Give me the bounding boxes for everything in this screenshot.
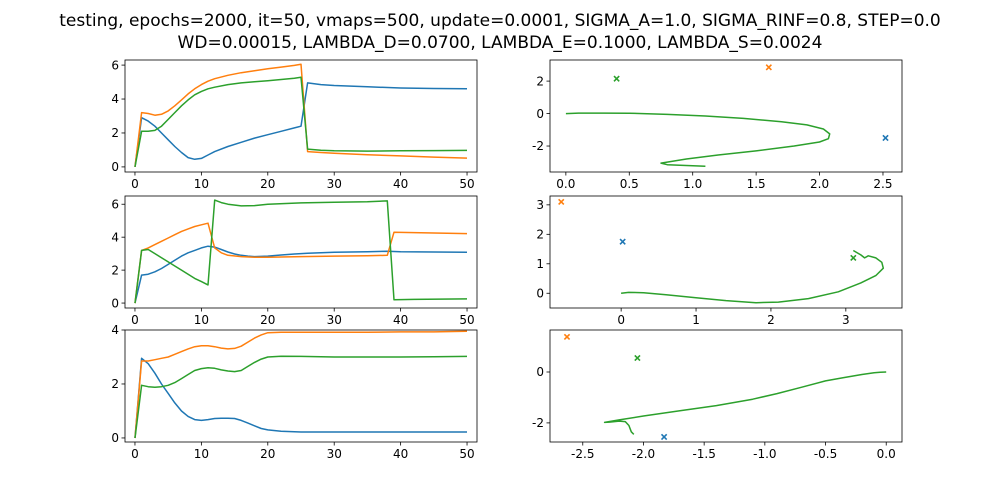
series-line-blue bbox=[134, 82, 468, 167]
figure-title-line1: testing, epochs=2000, it=50, vmaps=500, … bbox=[59, 11, 941, 31]
marker-blue bbox=[619, 238, 626, 245]
axes-frame bbox=[549, 59, 903, 173]
y-tick-label: 6 bbox=[111, 197, 119, 211]
x-tick-label: 30 bbox=[327, 313, 342, 327]
x-tick-label: 40 bbox=[393, 447, 408, 461]
x-tick-label: -1.0 bbox=[753, 447, 776, 461]
series-line-green bbox=[134, 355, 468, 439]
marker-blue bbox=[660, 433, 668, 441]
marker-orange bbox=[558, 198, 565, 206]
x-tick-label: 0.0 bbox=[556, 177, 575, 191]
y-tick-label: 1 bbox=[536, 257, 544, 271]
x-tick-label: -0.5 bbox=[814, 447, 837, 461]
y-tick-label: 0 bbox=[536, 365, 544, 379]
x-tick-label: 10 bbox=[194, 177, 209, 191]
x-tick-label: 0 bbox=[131, 177, 139, 191]
x-tick-label: 0 bbox=[617, 313, 625, 327]
marker-green bbox=[850, 254, 857, 262]
marker-green bbox=[613, 75, 620, 82]
x-tick-label: 0.0 bbox=[877, 447, 896, 461]
axes-frame bbox=[549, 195, 903, 309]
y-tick-label: 2 bbox=[111, 263, 119, 277]
x-tick-label: 40 bbox=[393, 313, 408, 327]
marker-orange bbox=[765, 64, 772, 71]
axes-frame bbox=[549, 329, 903, 443]
x-tick-label: 0 bbox=[131, 447, 139, 461]
x-tick-label: 30 bbox=[327, 447, 342, 461]
y-tick-label: 0 bbox=[111, 160, 119, 174]
y-tick-label: 0 bbox=[536, 107, 544, 121]
x-tick-label: 2.0 bbox=[810, 177, 829, 191]
subplot-2: 0.0 0.5 1.0 1.5 2.0 2.5 -2 0 2 bbox=[532, 59, 903, 191]
marker-blue bbox=[882, 134, 889, 142]
series-line-green bbox=[603, 371, 887, 435]
x-tick-label: 1.0 bbox=[683, 177, 702, 191]
y-tick-label: 0 bbox=[536, 286, 544, 300]
axes-frame bbox=[124, 329, 478, 443]
x-tick-label: -2.0 bbox=[632, 447, 655, 461]
subplot-1: 0 10 20 30 40 50 0 2 4 6 bbox=[111, 58, 478, 191]
y-tick-label: -2 bbox=[532, 139, 544, 153]
x-tick-label: 20 bbox=[260, 313, 275, 327]
y-tick-label: 2 bbox=[536, 228, 544, 242]
x-tick-label: 30 bbox=[327, 177, 342, 191]
x-tick-label: 50 bbox=[459, 177, 474, 191]
y-tick-label: 2 bbox=[111, 126, 119, 140]
x-tick-label: -2.5 bbox=[571, 447, 594, 461]
series-line-blue bbox=[134, 245, 468, 304]
y-tick-label: 2 bbox=[536, 74, 544, 88]
x-tick-label: 20 bbox=[260, 447, 275, 461]
marker-green bbox=[634, 354, 641, 362]
y-tick-label: 2 bbox=[111, 377, 119, 391]
y-tick-label: 4 bbox=[111, 230, 119, 244]
y-tick-label: 6 bbox=[111, 58, 119, 72]
y-tick-label: 4 bbox=[111, 92, 119, 106]
y-tick-label: 3 bbox=[536, 198, 544, 212]
series-line-orange bbox=[134, 63, 468, 167]
y-tick-label: 0 bbox=[111, 296, 119, 310]
y-tick-label: -2 bbox=[532, 416, 544, 430]
x-tick-label: 2 bbox=[767, 313, 775, 327]
x-tick-label: 10 bbox=[194, 447, 209, 461]
y-tick-label: 4 bbox=[111, 323, 119, 337]
series-line-green bbox=[621, 249, 885, 304]
axes-frame bbox=[124, 195, 478, 309]
series-line-orange bbox=[134, 222, 468, 304]
x-tick-label: 0 bbox=[131, 313, 139, 327]
subplot-3: 0 10 20 30 40 50 0 2 4 6 bbox=[111, 195, 478, 327]
x-tick-label: 1.5 bbox=[747, 177, 766, 191]
series-line-green bbox=[565, 112, 831, 168]
x-tick-label: 50 bbox=[459, 447, 474, 461]
series-line-green bbox=[134, 76, 468, 168]
x-tick-label: 20 bbox=[260, 177, 275, 191]
x-tick-label: 50 bbox=[459, 313, 474, 327]
marker-orange bbox=[563, 333, 571, 341]
axes-frame bbox=[124, 59, 478, 173]
subplot-5: 0 10 20 30 40 50 0 2 4 bbox=[111, 323, 478, 461]
x-tick-label: 40 bbox=[393, 177, 408, 191]
figure-title-line2: WD=0.00015, LAMBDA_D=0.0700, LAMBDA_E=0.… bbox=[178, 33, 823, 53]
x-tick-label: 2.5 bbox=[873, 177, 892, 191]
subplot-6: -2.5 -2.0 -1.5 -1.0 -0.5 0.0 -2 0 bbox=[532, 329, 903, 461]
subplot-4: 0 1 2 3 0 1 2 3 bbox=[536, 195, 903, 327]
x-tick-label: 1 bbox=[692, 313, 700, 327]
y-tick-label: 0 bbox=[111, 431, 119, 445]
x-tick-label: 0.5 bbox=[620, 177, 639, 191]
series-line-orange bbox=[134, 330, 468, 439]
series-line-blue bbox=[134, 357, 467, 439]
series-line-green bbox=[134, 199, 468, 304]
x-tick-label: 10 bbox=[194, 313, 209, 327]
x-tick-label: 3 bbox=[842, 313, 850, 327]
x-tick-label: -1.5 bbox=[692, 447, 715, 461]
